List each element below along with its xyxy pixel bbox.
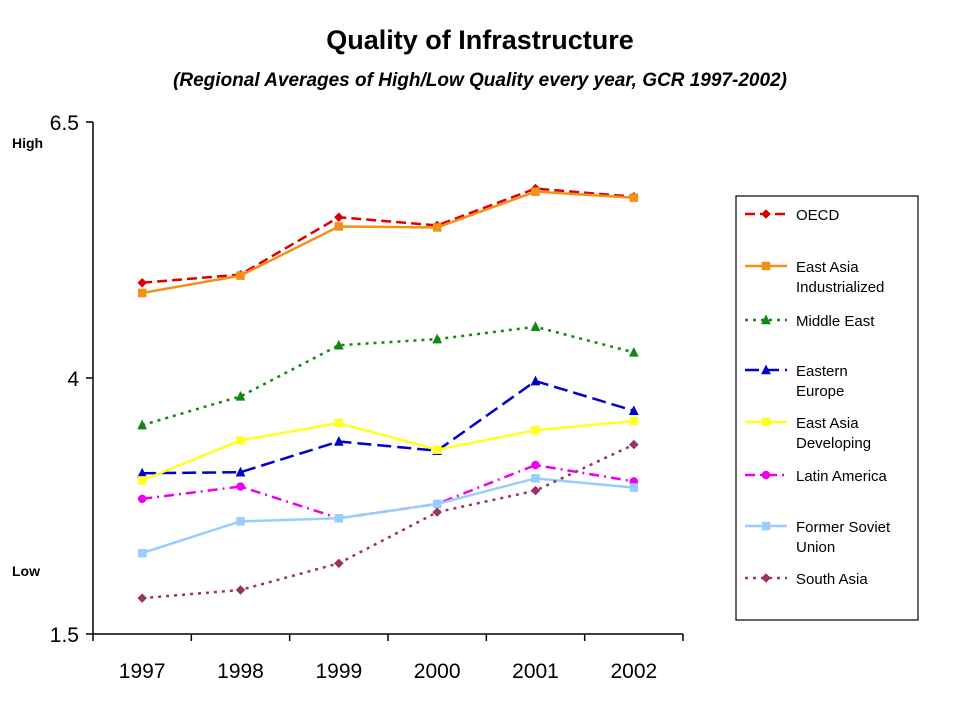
series-middle-east xyxy=(137,321,639,430)
legend-entry: Middle East xyxy=(745,313,875,330)
data-point xyxy=(137,288,147,298)
legend-entry: East Asia Industrialized xyxy=(745,259,884,296)
legend-label: East Asia xyxy=(796,415,859,432)
legend-entry: South Asia xyxy=(745,571,868,588)
data-point xyxy=(531,474,540,483)
data-point xyxy=(761,417,771,427)
data-point xyxy=(432,499,442,509)
x-tick-label: 1997 xyxy=(119,660,166,683)
legend-label: Industrialized xyxy=(796,279,884,296)
x-tick-label: 1998 xyxy=(217,660,264,683)
low-label: Low xyxy=(12,563,40,579)
series-latin-america xyxy=(137,460,639,523)
series-south-asia xyxy=(137,439,639,604)
series-group xyxy=(137,183,639,604)
legend-label: East Asia xyxy=(796,259,859,276)
data-point xyxy=(531,425,540,435)
series-line xyxy=(142,463,635,520)
data-point xyxy=(761,470,771,480)
legend-label: Europe xyxy=(796,383,844,400)
data-point xyxy=(137,548,147,558)
series-east-asia-industrialized xyxy=(137,187,639,298)
series-line xyxy=(141,190,634,295)
data-point xyxy=(236,517,245,526)
data-point xyxy=(235,585,246,595)
data-point xyxy=(137,494,147,504)
legend-label: Eastern xyxy=(796,363,848,380)
data-point xyxy=(761,314,771,325)
data-point xyxy=(628,346,639,357)
data-point xyxy=(530,375,541,386)
data-point xyxy=(629,193,639,203)
data-point xyxy=(236,271,245,280)
data-point xyxy=(137,277,148,288)
high-label: High xyxy=(12,135,43,151)
x-tick-label: 2000 xyxy=(414,660,461,683)
data-point xyxy=(531,460,540,470)
data-point xyxy=(236,436,245,445)
series-line xyxy=(142,443,635,600)
series-line xyxy=(141,325,635,427)
data-point xyxy=(761,261,771,271)
data-point xyxy=(333,339,344,350)
y-tick-label: 4 xyxy=(67,368,79,391)
data-point xyxy=(333,212,344,223)
data-point xyxy=(334,514,344,523)
data-point xyxy=(531,187,540,196)
data-point xyxy=(432,333,443,344)
data-point xyxy=(235,466,246,477)
legend: OECD East Asia Industrialized Middle East Ea… xyxy=(735,195,919,621)
legend-label: Former Soviet xyxy=(796,519,891,536)
x-tick-label: 2001 xyxy=(512,660,559,683)
data-point xyxy=(629,483,639,492)
legend-label: Latin America xyxy=(796,468,888,485)
series-oecd xyxy=(137,183,639,288)
data-point xyxy=(628,405,639,416)
legend-label: Developing xyxy=(796,435,871,452)
data-point xyxy=(333,558,344,569)
data-point xyxy=(236,482,245,491)
legend-entry: Former Soviet Union xyxy=(745,519,891,556)
data-point xyxy=(761,364,771,375)
x-tick-label: 1999 xyxy=(315,660,362,683)
data-point xyxy=(432,507,443,517)
series-line xyxy=(141,477,634,555)
data-point xyxy=(235,390,246,401)
data-point xyxy=(628,439,639,450)
series-east-asia-developing xyxy=(137,416,639,485)
data-point xyxy=(334,222,344,231)
legend-entry: Eastern Europe xyxy=(745,363,848,400)
data-point xyxy=(761,573,771,583)
data-point xyxy=(432,445,442,454)
data-point xyxy=(530,321,541,332)
legend-entry: OECD xyxy=(745,207,840,224)
axes: 1.5 4 6.5 1997 1998 1999 2000 2001 2002 xyxy=(50,112,684,683)
data-point xyxy=(333,435,344,446)
series-line xyxy=(141,419,634,482)
data-point xyxy=(137,419,148,430)
data-point xyxy=(761,209,771,219)
series-former-soviet-union xyxy=(137,474,639,558)
y-tick-label: 1.5 xyxy=(50,624,79,647)
data-point xyxy=(137,476,147,485)
legend-label: OECD xyxy=(796,207,840,224)
legend-label: South Asia xyxy=(796,571,868,588)
series-line xyxy=(142,187,634,285)
legend-label: Middle East xyxy=(796,313,875,330)
legend-entry: East Asia Developing xyxy=(745,415,871,452)
legend-label: Union xyxy=(796,539,835,556)
data-point xyxy=(761,521,771,531)
chart-subtitle: (Regional Averages of High/Low Quality e… xyxy=(173,70,787,91)
data-point xyxy=(137,593,148,604)
data-point xyxy=(530,485,541,496)
chart-title: Quality of Infrastructure xyxy=(326,25,634,55)
series-line xyxy=(142,379,635,475)
data-point xyxy=(629,416,639,426)
legend-entry: Latin America xyxy=(745,468,888,485)
x-tick-label: 2002 xyxy=(610,660,657,683)
data-point xyxy=(432,223,442,232)
data-point xyxy=(334,418,344,428)
y-tick-label: 6.5 xyxy=(50,112,79,135)
